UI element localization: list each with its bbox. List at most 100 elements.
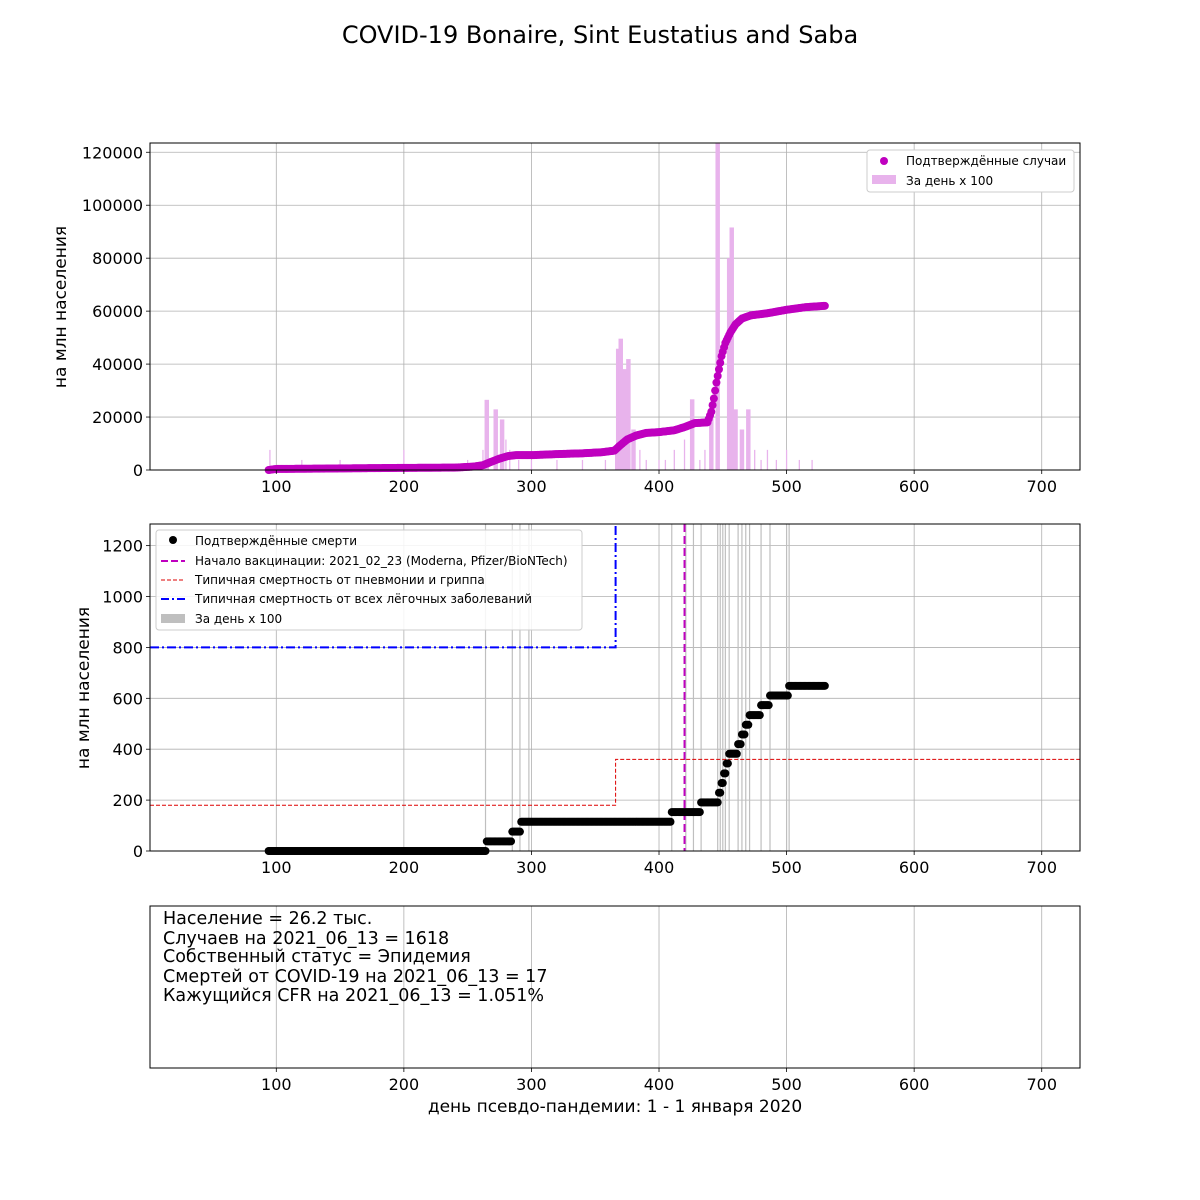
deaths-point (764, 701, 773, 710)
deaths-point (820, 681, 829, 690)
cases-daily-bar (556, 459, 558, 470)
info-text-block: Население = 26.2 тыс. Случаев на 2021_06… (163, 909, 547, 1006)
cases-daily-bar (715, 143, 720, 470)
info-cases: Случаев на 2021_06_13 = 1618 (163, 929, 449, 949)
cases-daily-bar (604, 459, 607, 470)
deaths-y-tick-label: 1000 (102, 588, 143, 607)
cases-x-tick-label: 300 (516, 477, 547, 496)
cases-daily-bar (631, 429, 636, 470)
info-deaths: Смертей от COVID-19 на 2021_06_13 = 17 (163, 967, 547, 987)
cases-legend: Подтверждённые случаи За день х 100 (866, 149, 1075, 193)
cases-y-tick-label: 100000 (82, 196, 143, 215)
deaths-point (721, 769, 730, 778)
flu-mortality-line (150, 758, 1080, 806)
info-x-axis-label: день псевдо-пандемии: 1 - 1 января 2020 (428, 1097, 802, 1117)
deaths-point (515, 827, 524, 836)
cases-axes-frame (149, 142, 1081, 471)
info-x-tick-label: 600 (899, 1075, 930, 1094)
cases-daily-bar (618, 338, 623, 470)
deaths-x-tick-label: 600 (899, 858, 930, 877)
deaths-legend-box (155, 529, 583, 631)
cases-tick-labels: 100 200 300 400 500 600 700 0 20000 40000 60000 800… (82, 143, 1057, 496)
deaths-legend-marker (169, 536, 177, 544)
cases-x-tick-label: 700 (1026, 477, 1057, 496)
deaths-y-tick-label: 800 (112, 638, 143, 657)
deaths-y-tick-label: 1200 (102, 537, 143, 556)
deaths-legend-label-deaths: Подтверждённые смерти (195, 534, 357, 548)
deaths-y-tick-label: 0 (133, 842, 143, 861)
cases-point (712, 378, 721, 387)
deaths-legend-label-flu: Типичная смертность от пневмонии и грипп… (194, 573, 485, 587)
cases-point (713, 372, 722, 381)
info-x-tick-label: 400 (644, 1075, 675, 1094)
cases-daily-bar (581, 459, 584, 470)
cases-daily-bar (673, 449, 675, 470)
info-population: Население = 26.2 тыс. (163, 909, 372, 929)
cases-daily-bar (746, 409, 751, 470)
deaths-point (666, 817, 675, 826)
cases-daily-bar (269, 449, 271, 470)
cases-daily-bar (726, 258, 732, 470)
cases-daily-bar (766, 449, 769, 470)
deaths-x-tick-label: 700 (1026, 858, 1057, 877)
info-x-tick-label: 300 (516, 1075, 547, 1094)
info-x-tick-label: 100 (261, 1075, 292, 1094)
cases-daily-bar (775, 459, 778, 470)
deaths-y-tick-label: 400 (112, 740, 143, 759)
cases-x-tick-label: 400 (644, 477, 675, 496)
cases-daily-bar (729, 227, 734, 470)
info-grid (275, 906, 1043, 1068)
cases-daily-bar (530, 459, 533, 470)
info-cfr: Кажущийся CFR на 2021_06_13 = 1.051% (163, 986, 544, 1006)
deaths-tick-labels: 100 200 300 400 500 600 700 0 200 400 600 800 1000 12… (102, 537, 1057, 877)
cases-y-tick-label: 120000 (82, 143, 143, 162)
figure-title: COVID-19 Bonaire, Sint Eustatius and Sab… (342, 21, 858, 49)
deaths-point (740, 730, 749, 739)
cases-point (707, 407, 716, 416)
info-axes-frame (149, 905, 1081, 1069)
cases-daily-bar (658, 459, 660, 470)
deaths-point (695, 808, 704, 817)
cases-legend-label-daily: За день х 100 (906, 174, 993, 188)
cases-legend-box (866, 149, 1075, 193)
deaths-point (713, 798, 722, 807)
cases-daily-bar (615, 348, 621, 470)
cases-points (264, 301, 829, 474)
cases-x-tick-label: 200 (389, 477, 420, 496)
cases-daily-bar (760, 459, 762, 470)
cases-daily-bar (509, 449, 511, 470)
deaths-x-tick-label: 300 (516, 858, 547, 877)
cases-point (711, 386, 720, 395)
cases-daily-bar (645, 459, 647, 470)
cases-daily-bar (798, 459, 800, 470)
cases-y-tick-label: 0 (133, 461, 143, 480)
cases-legend-marker (880, 157, 888, 165)
deaths-x-tick-label: 200 (389, 858, 420, 877)
cases-daily-bar (683, 439, 686, 470)
deaths-y-tick-label: 200 (112, 791, 143, 810)
info-x-tick-label: 700 (1026, 1075, 1057, 1094)
info-x-tick-label: 200 (389, 1075, 420, 1094)
cases-y-tick-label: 40000 (92, 355, 143, 374)
deaths-legend-label-daily: За день х 100 (195, 612, 282, 626)
info-x-tick-label: 500 (771, 1075, 802, 1094)
deaths-y-tick-label: 600 (112, 689, 143, 708)
cases-point (708, 401, 717, 410)
info-tick-labels: 100 200 300 400 500 600 700 (261, 1068, 1057, 1094)
deaths-x-tick-label: 400 (644, 858, 675, 877)
cases-point (714, 365, 723, 374)
deaths-legend: Подтверждённые смерти Начало вакцинации:… (155, 529, 583, 631)
deaths-legend-label-lung: Типичная смертность от всех лёгочных заб… (194, 592, 532, 606)
deaths-point (507, 837, 516, 846)
deaths-point (723, 759, 732, 768)
cases-x-tick-label: 600 (899, 477, 930, 496)
cases-daily-bar (615, 449, 617, 470)
deaths-y-axis-label: на млн населения (74, 607, 94, 769)
cases-daily-bar (699, 459, 701, 470)
cases-daily-bar (811, 459, 813, 470)
cases-daily-bar (626, 359, 631, 470)
cases-y-tick-label: 20000 (92, 408, 143, 427)
deaths-x-tick-label: 500 (771, 858, 802, 877)
cases-x-tick-label: 500 (771, 477, 802, 496)
cases-daily-bar (518, 459, 520, 470)
